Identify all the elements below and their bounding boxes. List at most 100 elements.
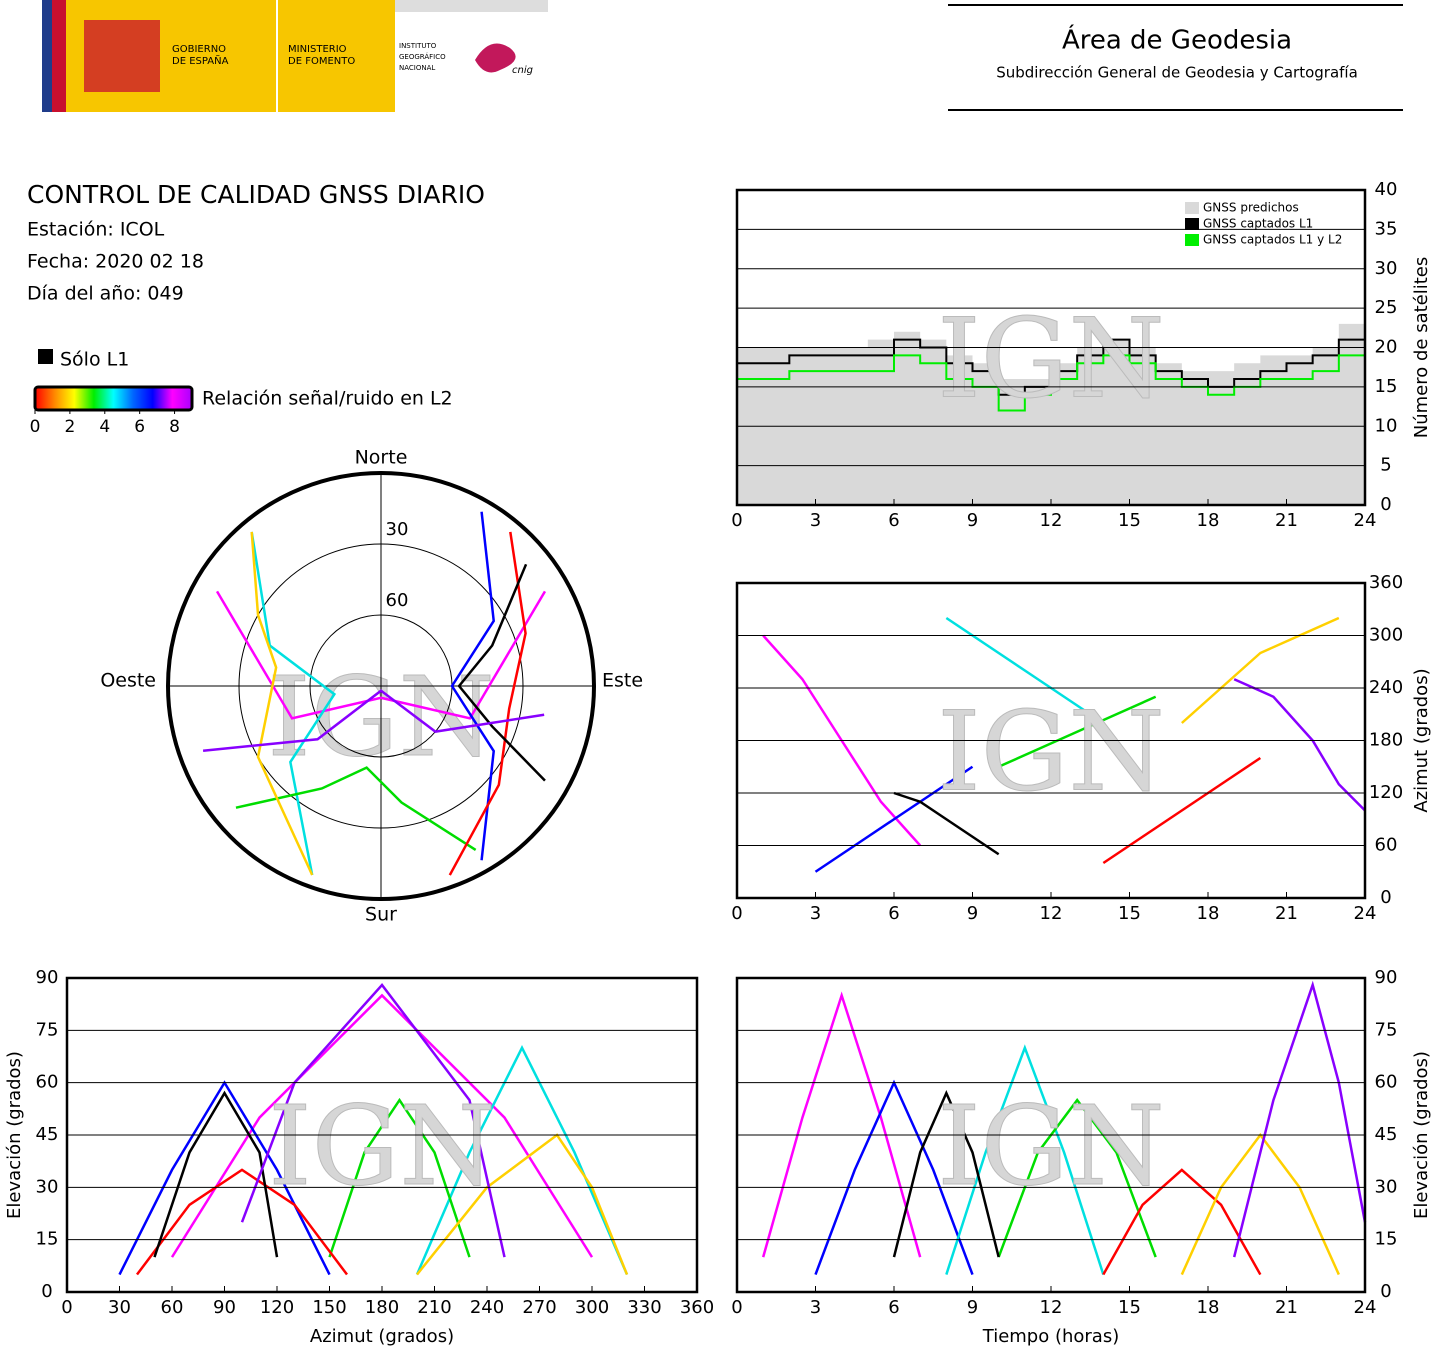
direction-label: Norte: [355, 447, 408, 469]
line: [170, 993, 594, 1258]
y-tick-label: 10: [1375, 415, 1398, 436]
line: [1102, 1168, 1262, 1276]
track: [450, 511, 496, 861]
y-tick-label: 15: [1375, 1229, 1398, 1250]
x-tick-label: 3: [810, 1297, 821, 1318]
ring-label: 60: [386, 590, 409, 611]
line: [737, 354, 1366, 412]
area-title: Área de Geodesia: [1062, 24, 1292, 56]
x-tick-label: 6: [888, 903, 899, 924]
x-tick-label: 15: [1118, 903, 1141, 924]
x-tick-label: 21: [1275, 903, 1298, 924]
y-tick-label: 120: [1369, 782, 1403, 803]
flag-blue: [42, 0, 52, 112]
solo-l1-swatch: [38, 349, 53, 364]
ring-label: 30: [386, 519, 409, 540]
y-tick-label: 45: [1375, 1124, 1398, 1145]
x-tick-label: 9: [967, 1297, 978, 1318]
ministerio: DE FOMENTO: [288, 56, 355, 67]
line: [737, 338, 1366, 396]
x-tick-label: 90: [213, 1297, 236, 1318]
watermark: IGN: [937, 687, 1165, 815]
direction-label: Este: [602, 670, 643, 692]
line: [761, 991, 922, 1258]
x-tick-label: 15: [1118, 510, 1141, 531]
x-tick-label: 24: [1354, 510, 1377, 531]
flag-red: [52, 0, 66, 112]
plot-frame: [735, 581, 1367, 900]
header: GOBIERNO DE ESPAÑA MINISTERIO DE FOMENTO…: [42, 0, 1403, 112]
x-tick-label: 0: [731, 1297, 742, 1318]
instituto: GEOGRÁFICO: [399, 52, 446, 61]
x-tick-label: 60: [161, 1297, 184, 1318]
gobierno: DE ESPAÑA: [172, 54, 229, 67]
line: [1180, 616, 1340, 724]
x-tick-label: 180: [365, 1297, 399, 1318]
line: [1232, 980, 1367, 1258]
y-tick-label: 40: [1375, 179, 1398, 200]
x-tick-label: 3: [810, 510, 821, 531]
colorbar: [33, 385, 194, 412]
watermark: IGN: [937, 1082, 1165, 1210]
plot-frame: [735, 976, 1367, 1294]
track: [202, 689, 545, 752]
x-tick-label: 120: [260, 1297, 294, 1318]
y-tick-label: 5: [1380, 455, 1391, 476]
x-tick-label: 150: [312, 1297, 346, 1318]
x-tick-label: 18: [1197, 1297, 1220, 1318]
cnig: cnig: [512, 65, 533, 76]
x-tick-label: 330: [627, 1297, 661, 1318]
y-tick-label: 15: [36, 1229, 59, 1250]
line: [240, 983, 506, 1258]
y-axis-label: Elevación (grados): [4, 1051, 25, 1219]
direction-label: Oeste: [100, 670, 156, 692]
track: [250, 531, 337, 876]
report-title: CONTROL DE CALIDAD GNSS DIARIO: [27, 180, 485, 209]
colorbar-tick-label: 8: [169, 417, 180, 437]
watermark: IGN: [268, 1082, 496, 1210]
y-tick-label: 15: [1375, 376, 1398, 397]
ministerio: MINISTERIO: [288, 44, 347, 55]
x-tick-label: 24: [1354, 1297, 1377, 1318]
snr-label: Relación señal/ruido en L2: [202, 388, 453, 410]
x-tick-label: 6: [888, 510, 899, 531]
x-tick-label: 12: [1040, 1297, 1063, 1318]
cnig-logo: [475, 43, 516, 73]
y-tick-label: 0: [1380, 1281, 1391, 1302]
x-tick-label: 21: [1275, 510, 1298, 531]
y-tick-label: 60: [1375, 1072, 1398, 1093]
horizon: [166, 471, 596, 901]
x-tick-label: 300: [575, 1297, 609, 1318]
plot-frame: [735, 188, 1367, 507]
line: [415, 1044, 629, 1276]
x-tick-label: 18: [1197, 903, 1220, 924]
line: [998, 695, 1157, 768]
y-axis-label: Azimut (grados): [1411, 668, 1432, 812]
y-tick-label: 30: [1375, 258, 1398, 279]
line: [814, 765, 974, 873]
day-of-year: Día del año: 049: [27, 283, 184, 305]
y-tick-label: 60: [1375, 835, 1398, 856]
y-tick-label: 0: [1380, 494, 1391, 515]
y-tick-label: 360: [1369, 572, 1403, 593]
series-layer: [737, 323, 1366, 505]
x-tick-label: 12: [1040, 903, 1063, 924]
legend-label: GNSS captados L1 y L2: [1203, 233, 1342, 247]
elevation-ring: [238, 543, 524, 829]
x-tick-label: 9: [967, 510, 978, 531]
y-tick-label: 0: [41, 1281, 52, 1302]
y-axis-label: Elevación (grados): [1411, 1051, 1432, 1219]
direction-label: Sur: [365, 904, 397, 926]
colorbar-tick-label: 0: [30, 417, 41, 437]
info: CONTROL DE CALIDAD GNSS DIARIO Estación:…: [27, 180, 485, 410]
subdireccion: Subdirección General de Geodesia y Carto…: [996, 64, 1358, 82]
y-tick-label: 35: [1375, 218, 1398, 239]
x-tick-label: 0: [731, 903, 742, 924]
x-tick-label: 18: [1197, 510, 1220, 531]
legend-swatch: [1185, 234, 1199, 246]
track: [448, 531, 527, 876]
y-tick-label: 60: [36, 1072, 59, 1093]
x-tick-label: 12: [1040, 510, 1063, 531]
x-tick-label: 360: [680, 1297, 714, 1318]
y-tick-label: 90: [36, 967, 59, 988]
